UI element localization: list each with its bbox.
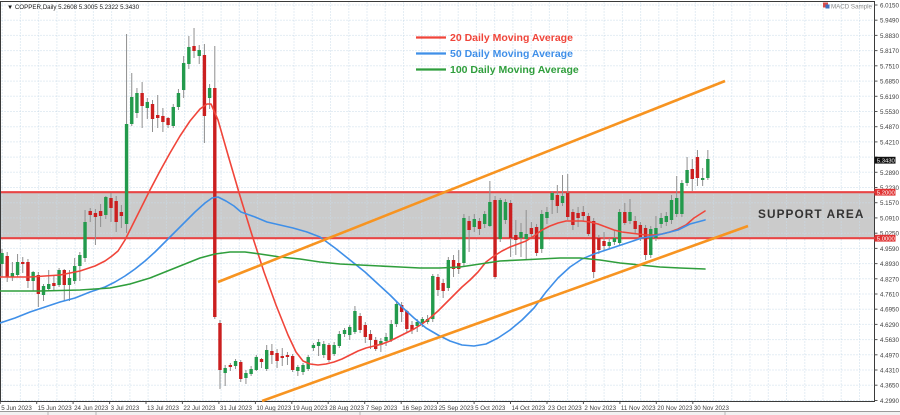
svg-text:4.6290: 4.6290: [880, 322, 899, 329]
svg-text:5.4210: 5.4210: [880, 139, 899, 146]
svg-text:5 Oct 2023: 5 Oct 2023: [475, 405, 506, 412]
svg-text:7 Sep 2023: 7 Sep 2023: [366, 405, 398, 412]
svg-text:5.6850: 5.6850: [880, 79, 899, 86]
svg-text:4.2990: 4.2990: [880, 398, 899, 405]
svg-text:16 Sep 2023: 16 Sep 2023: [402, 405, 438, 412]
svg-text:4.3650: 4.3650: [880, 383, 899, 390]
svg-text:19 Aug 2023: 19 Aug 2023: [293, 405, 328, 412]
svg-text:14 Oct 2023: 14 Oct 2023: [512, 405, 546, 412]
svg-text:MACD Sample: MACD Sample: [831, 4, 872, 11]
svg-text:15 Jun 2023: 15 Jun 2023: [38, 405, 73, 412]
svg-text:5.4870: 5.4870: [880, 124, 899, 131]
svg-text:5.5530: 5.5530: [880, 109, 899, 116]
svg-text:23 Oct 2023: 23 Oct 2023: [548, 405, 582, 412]
svg-text:11 Nov 2023: 11 Nov 2023: [621, 405, 656, 412]
svg-text:13 Jul 2023: 13 Jul 2023: [147, 405, 180, 412]
svg-text:5.8170: 5.8170: [880, 48, 899, 55]
svg-text:20 Daily Moving Average: 20 Daily Moving Average: [450, 32, 573, 44]
svg-text:20 Nov 2023: 20 Nov 2023: [657, 405, 693, 412]
svg-text:4.6950: 4.6950: [880, 307, 899, 314]
svg-text:2 Nov 2023: 2 Nov 2023: [584, 405, 616, 412]
svg-text:5.7510: 5.7510: [880, 63, 899, 70]
svg-text:5.0250: 5.0250: [880, 231, 899, 238]
svg-text:5.0000: 5.0000: [877, 237, 896, 243]
svg-text:4.8270: 4.8270: [880, 276, 899, 283]
svg-text:22 Jul 2023: 22 Jul 2023: [183, 405, 216, 412]
svg-text:▼ COPPER,Daily 5.2608 5.3005: ▼ COPPER,Daily 5.2608 5.3005 5.2322 5.34…: [7, 4, 140, 11]
svg-text:4.4310: 4.4310: [880, 368, 899, 375]
svg-text:31 Jul 2023: 31 Jul 2023: [220, 405, 253, 412]
svg-text:4.5630: 4.5630: [880, 337, 899, 344]
svg-text:10 Aug 2023: 10 Aug 2023: [256, 405, 291, 412]
svg-text:5.2230: 5.2230: [880, 185, 899, 192]
svg-text:30 Nov 2023: 30 Nov 2023: [694, 405, 730, 412]
svg-text:5.8830: 5.8830: [880, 33, 899, 40]
svg-text:SUPPORT AREA: SUPPORT AREA: [758, 207, 865, 221]
svg-text:25 Sep 2023: 25 Sep 2023: [439, 405, 475, 412]
svg-text:5.9490: 5.9490: [880, 18, 899, 25]
svg-text:6.0150: 6.0150: [880, 3, 899, 10]
svg-text:4.4970: 4.4970: [880, 352, 899, 359]
svg-text:4.9590: 4.9590: [880, 246, 899, 253]
svg-text:5.3430: 5.3430: [877, 159, 896, 165]
svg-text:24 Jun 2023: 24 Jun 2023: [74, 405, 109, 412]
svg-text:5.0910: 5.0910: [880, 215, 899, 222]
svg-text:100 Daily Moving Average: 100 Daily Moving Average: [450, 64, 579, 76]
svg-text:50 Daily Moving Average: 50 Daily Moving Average: [450, 48, 573, 60]
svg-text:5.2890: 5.2890: [880, 170, 899, 177]
svg-text:3 Jul 2023: 3 Jul 2023: [111, 405, 140, 412]
svg-text:5 Jun 2023: 5 Jun 2023: [1, 405, 32, 412]
svg-text:5.2000: 5.2000: [877, 191, 896, 197]
svg-text:4.8930: 4.8930: [880, 261, 899, 268]
svg-text:5.1570: 5.1570: [880, 200, 899, 207]
svg-text:28 Aug 2023: 28 Aug 2023: [329, 405, 364, 412]
svg-text:5.6190: 5.6190: [880, 94, 899, 101]
svg-text:4.7610: 4.7610: [880, 292, 899, 299]
